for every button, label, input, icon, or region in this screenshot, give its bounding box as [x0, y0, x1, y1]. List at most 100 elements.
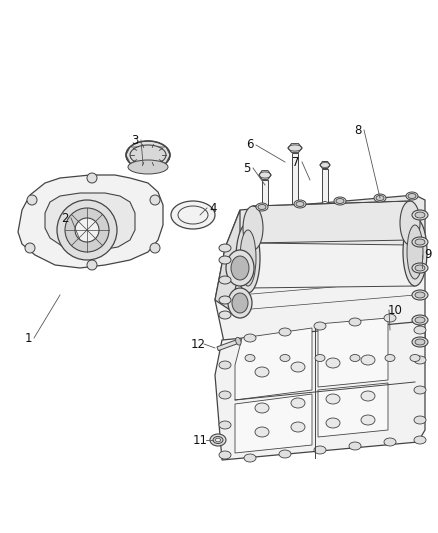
- Text: 7: 7: [292, 156, 300, 168]
- Ellipse shape: [25, 243, 35, 253]
- Ellipse shape: [326, 418, 340, 428]
- Ellipse shape: [412, 210, 428, 220]
- Ellipse shape: [219, 296, 231, 304]
- Ellipse shape: [326, 358, 340, 368]
- Ellipse shape: [291, 362, 305, 372]
- Ellipse shape: [414, 436, 426, 444]
- Ellipse shape: [321, 201, 328, 208]
- Ellipse shape: [385, 354, 395, 361]
- Polygon shape: [126, 147, 170, 163]
- Ellipse shape: [219, 421, 231, 429]
- Ellipse shape: [126, 141, 170, 169]
- Ellipse shape: [219, 311, 231, 319]
- Ellipse shape: [228, 288, 252, 318]
- Ellipse shape: [361, 415, 375, 425]
- Ellipse shape: [315, 354, 325, 361]
- Polygon shape: [253, 201, 410, 245]
- Polygon shape: [288, 144, 302, 152]
- Ellipse shape: [27, 195, 37, 205]
- Text: 3: 3: [131, 133, 139, 147]
- Polygon shape: [215, 210, 240, 310]
- Ellipse shape: [255, 403, 269, 413]
- Ellipse shape: [384, 314, 396, 322]
- Text: 1: 1: [24, 332, 32, 344]
- Ellipse shape: [296, 201, 304, 206]
- Ellipse shape: [349, 318, 361, 326]
- Ellipse shape: [150, 243, 160, 253]
- Polygon shape: [45, 193, 135, 250]
- Ellipse shape: [219, 451, 231, 459]
- Ellipse shape: [314, 446, 326, 454]
- Ellipse shape: [314, 322, 326, 330]
- Ellipse shape: [150, 195, 160, 205]
- Ellipse shape: [210, 434, 226, 446]
- Text: 10: 10: [388, 303, 403, 317]
- Ellipse shape: [412, 337, 428, 347]
- Ellipse shape: [415, 339, 425, 345]
- Text: 2: 2: [61, 212, 69, 224]
- Ellipse shape: [349, 442, 361, 450]
- Ellipse shape: [244, 334, 256, 342]
- Ellipse shape: [219, 256, 231, 264]
- Text: 4: 4: [209, 201, 217, 214]
- Ellipse shape: [219, 244, 231, 252]
- Ellipse shape: [57, 200, 117, 260]
- Ellipse shape: [415, 265, 425, 271]
- Ellipse shape: [219, 276, 231, 284]
- Ellipse shape: [415, 212, 425, 218]
- Ellipse shape: [412, 237, 428, 247]
- Ellipse shape: [374, 194, 386, 202]
- Ellipse shape: [384, 438, 396, 446]
- Polygon shape: [235, 328, 312, 400]
- Ellipse shape: [412, 290, 428, 300]
- Ellipse shape: [256, 203, 268, 211]
- Ellipse shape: [291, 422, 305, 432]
- Ellipse shape: [236, 223, 260, 293]
- Polygon shape: [248, 218, 415, 288]
- Ellipse shape: [65, 208, 109, 252]
- Ellipse shape: [414, 326, 426, 334]
- Polygon shape: [320, 161, 330, 168]
- Polygon shape: [259, 171, 271, 179]
- Ellipse shape: [414, 386, 426, 394]
- Ellipse shape: [400, 201, 420, 245]
- Polygon shape: [235, 394, 312, 453]
- Ellipse shape: [261, 241, 268, 248]
- Ellipse shape: [215, 438, 220, 442]
- Ellipse shape: [292, 212, 299, 219]
- Ellipse shape: [410, 354, 420, 361]
- Ellipse shape: [376, 196, 384, 200]
- Ellipse shape: [414, 416, 426, 424]
- Ellipse shape: [415, 239, 425, 245]
- Ellipse shape: [279, 328, 291, 336]
- Text: 6: 6: [246, 139, 254, 151]
- Ellipse shape: [415, 292, 425, 298]
- Bar: [262, 180, 268, 245]
- Text: 8: 8: [354, 124, 362, 136]
- Ellipse shape: [226, 250, 254, 286]
- Text: 5: 5: [244, 161, 251, 174]
- Ellipse shape: [219, 361, 231, 369]
- Ellipse shape: [334, 197, 346, 205]
- Ellipse shape: [128, 160, 168, 174]
- Text: 12: 12: [191, 337, 205, 351]
- Ellipse shape: [75, 218, 99, 242]
- Ellipse shape: [403, 218, 427, 286]
- Polygon shape: [318, 318, 388, 387]
- Ellipse shape: [415, 317, 425, 323]
- Ellipse shape: [412, 315, 428, 325]
- Polygon shape: [18, 175, 163, 268]
- Ellipse shape: [326, 394, 340, 404]
- Polygon shape: [215, 322, 425, 460]
- Ellipse shape: [231, 256, 249, 280]
- Ellipse shape: [350, 354, 360, 361]
- Polygon shape: [318, 383, 388, 437]
- Polygon shape: [215, 232, 425, 370]
- Ellipse shape: [280, 354, 290, 361]
- Ellipse shape: [87, 260, 97, 270]
- Ellipse shape: [336, 198, 344, 204]
- Ellipse shape: [408, 193, 416, 198]
- Ellipse shape: [279, 450, 291, 458]
- Polygon shape: [225, 195, 425, 248]
- Ellipse shape: [291, 398, 305, 408]
